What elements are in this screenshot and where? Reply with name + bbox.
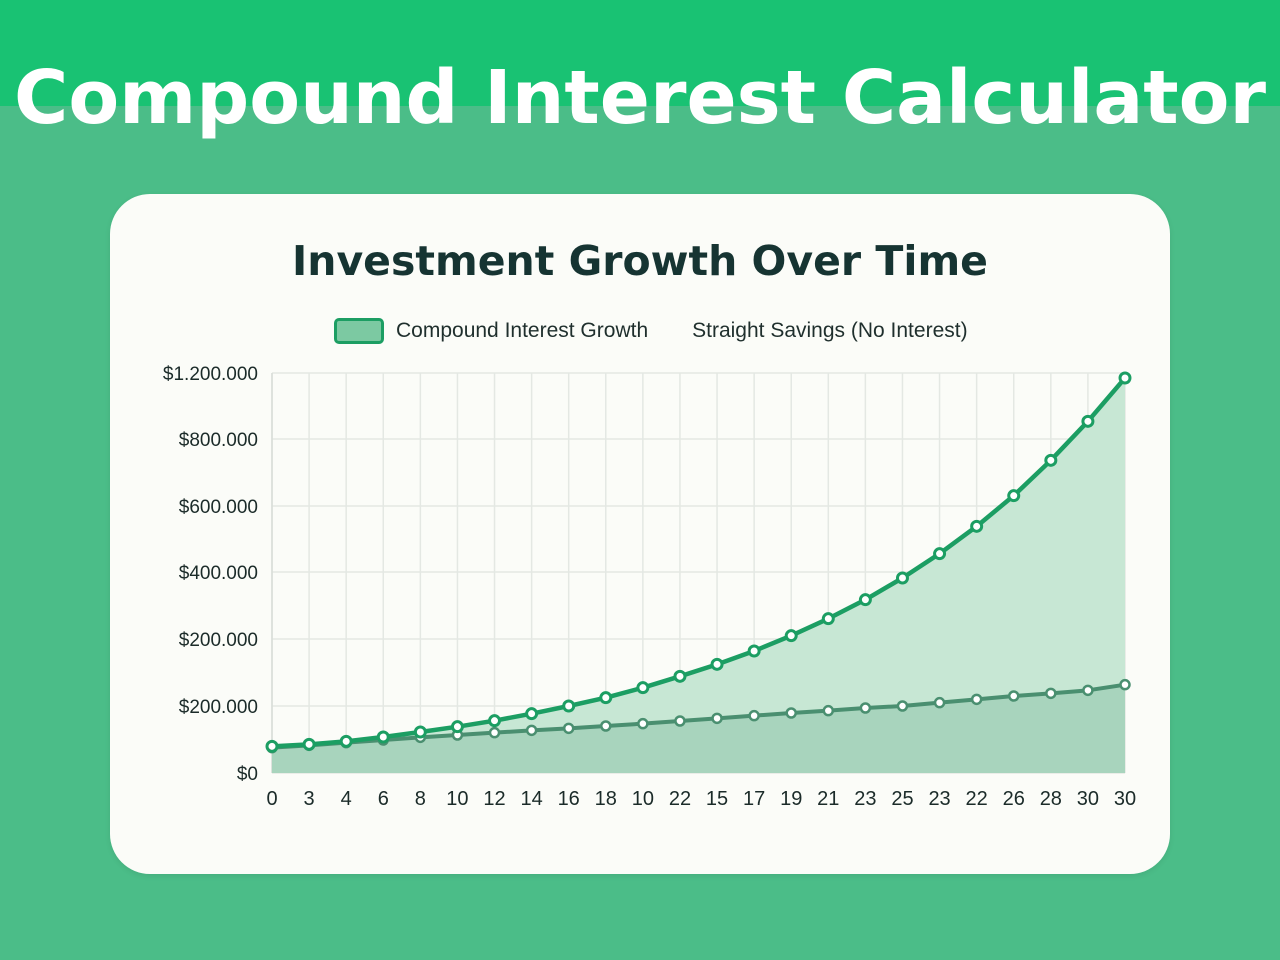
legend-label-compound: Compound Interest Growth <box>396 319 649 342</box>
legend-item-compound[interactable]: Compound Interest Growth <box>334 318 648 344</box>
x-tick-label: 0 <box>266 788 277 810</box>
compound-point <box>636 681 650 695</box>
chart-title: Investment Growth Over Time <box>292 237 988 285</box>
compound-point <box>562 699 576 713</box>
y-tick-label: $1.200.000 <box>163 364 258 385</box>
savings-point <box>488 726 501 739</box>
x-tick-label: 19 <box>780 788 802 810</box>
x-tick-label: 10 <box>446 788 468 810</box>
y-tick-label: $600.000 <box>179 497 258 518</box>
savings-point <box>1119 678 1131 691</box>
compound-point <box>1007 489 1021 503</box>
x-tick-label: 14 <box>520 788 542 810</box>
compound-point <box>821 612 835 626</box>
savings-point <box>600 720 612 732</box>
compound-point <box>1118 371 1132 385</box>
compound-point <box>599 691 613 705</box>
compound-point <box>1081 414 1095 428</box>
compound-point <box>858 593 872 607</box>
compound-point <box>413 725 427 739</box>
savings-point <box>562 722 575 735</box>
savings-line <box>271 682 1126 750</box>
y-tick-label: $200.000 <box>179 630 258 651</box>
savings-point <box>1007 690 1020 702</box>
compound-point <box>933 547 947 561</box>
x-tick-label: 8 <box>415 788 426 810</box>
x-tick-label: 16 <box>558 788 580 810</box>
savings-point <box>896 700 909 712</box>
compound-point <box>339 734 353 748</box>
x-tick-label: 30 <box>1077 788 1099 810</box>
x-tick-label: 17 <box>743 788 765 810</box>
savings-point <box>933 696 946 709</box>
x-tick-label: 4 <box>341 788 352 810</box>
compound-point <box>970 519 984 533</box>
x-tick-label: 12 <box>483 788 505 810</box>
x-tick-label: 26 <box>1003 788 1025 810</box>
x-tick-label: 21 <box>817 788 839 810</box>
savings-point <box>859 702 872 714</box>
savings-point <box>748 709 760 722</box>
savings-point <box>1045 687 1057 700</box>
x-tick-label: 15 <box>706 788 728 810</box>
x-tick-label: 3 <box>304 788 315 810</box>
compound-point <box>784 629 798 643</box>
y-tick-label: $800.000 <box>179 430 258 451</box>
y-tick-label: $200.000 <box>179 697 258 718</box>
y-tick-label: $400.000 <box>179 563 258 584</box>
header-band <box>0 0 1280 106</box>
compound-area <box>272 378 1125 773</box>
chart-legend: Compound Interest Growth Straight Saving… <box>334 316 1012 346</box>
savings-point <box>637 717 649 730</box>
savings-point <box>525 724 538 737</box>
compound-point <box>265 739 279 753</box>
page-title: Compound Interest Calculator <box>14 55 1266 141</box>
savings-point <box>674 715 686 727</box>
legend-item-savings[interactable]: Straight Savings (No Interest) <box>692 319 967 343</box>
compound-point <box>376 730 390 744</box>
x-tick-label: 28 <box>1040 788 1062 810</box>
savings-point <box>785 707 797 719</box>
savings-point <box>822 704 835 717</box>
compound-point <box>710 657 724 671</box>
compound-point <box>673 669 687 683</box>
x-tick-label: 22 <box>966 788 988 810</box>
x-tick-label: 25 <box>891 788 913 810</box>
compound-point <box>895 571 909 585</box>
compound-point <box>302 737 316 751</box>
x-tick-label: 22 <box>669 788 691 810</box>
savings-point <box>711 712 723 725</box>
compound-point <box>488 714 502 728</box>
x-tick-label: 30 <box>1114 788 1136 810</box>
x-tick-label: 6 <box>378 788 389 810</box>
savings-point <box>1082 684 1094 697</box>
legend-label-savings: Straight Savings (No Interest) <box>692 319 968 342</box>
x-tick-label: 10 <box>632 788 654 810</box>
compound-point <box>525 707 539 721</box>
x-tick-label: 23 <box>928 788 950 810</box>
compound-point <box>747 644 761 658</box>
savings-point <box>970 693 983 706</box>
y-tick-label: $0 <box>237 764 258 785</box>
x-tick-label: 18 <box>595 788 617 810</box>
legend-swatch-compound <box>334 318 384 344</box>
compound-point <box>450 720 464 734</box>
compound-point <box>1044 453 1058 467</box>
x-tick-label: 23 <box>854 788 876 810</box>
